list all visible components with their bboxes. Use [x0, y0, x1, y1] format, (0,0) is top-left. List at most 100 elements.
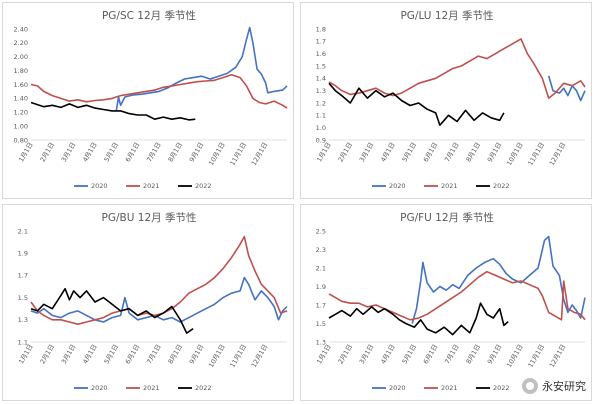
x-tick-label: 7月1日 — [145, 141, 163, 163]
x-tick-label: 4月1日 — [81, 141, 99, 163]
y-tick-label: 0.80 — [14, 136, 28, 144]
x-tick-label: 9月1日 — [188, 141, 206, 163]
x-tick-label: 9月1日 — [486, 343, 504, 365]
x-tick-label: 6月1日 — [124, 343, 142, 365]
series-line-2021 — [30, 235, 288, 325]
legend-label-2020: 2020 — [91, 384, 108, 392]
y-tick-label: 1.1 — [18, 338, 28, 346]
y-tick-label: 2.1 — [316, 264, 326, 272]
x-tick-label: 1月1日 — [315, 343, 333, 365]
x-tick-label: 11月1日 — [228, 343, 248, 369]
x-tick-label: 12月1日 — [548, 141, 568, 167]
y-tick-label: 2.20 — [14, 39, 28, 47]
y-tick-label: 1.3 — [316, 87, 326, 95]
legend-label-2021: 2021 — [441, 384, 458, 392]
x-tick-label: 3月1日 — [60, 343, 78, 365]
y-tick-label: 1.7 — [316, 301, 326, 309]
x-tick-label: 10月1日 — [207, 141, 227, 167]
y-tick-label: 1.5 — [316, 320, 326, 328]
legend-label-2022: 2022 — [195, 182, 212, 190]
y-tick-label: 1.6 — [316, 50, 326, 58]
x-tick-label: 3月1日 — [358, 141, 376, 163]
chart-pg-lu: PG/LU 12月 季节性 0.9 1.0 1.1 1.2 1.3 1.4 1.5 1.6 1.7… — [300, 2, 592, 199]
y-tick-label: 2.5 — [316, 227, 326, 235]
x-tick-label: 8月1日 — [166, 141, 184, 163]
y-tick-label: 0.9 — [316, 136, 326, 144]
y-tick-label: 2.3 — [316, 246, 326, 254]
x-tick-label: 8月1日 — [464, 343, 482, 365]
legend-label-2022: 2022 — [195, 384, 212, 392]
legend-label-2020: 2020 — [389, 182, 406, 190]
y-tick-label: 1.60 — [14, 81, 28, 89]
x-tick-label: 5月1日 — [400, 343, 418, 365]
chart-pg-sc: PG/SC 12月 季节性 0.80 1.00 1.20 1.40 1.60 1.80 2.0… — [2, 2, 294, 199]
legend-label-2021: 2021 — [143, 384, 160, 392]
y-tick-label: 2.00 — [14, 53, 28, 61]
series-line-2020 — [115, 26, 288, 112]
x-tick-label: 1月1日 — [17, 343, 35, 365]
series-line-2020 — [411, 235, 586, 324]
chart-svg: PG/BU 12月 季节性 1.1 1.3 1.5 1.7 1.9 2.1 1月1日 2月1日 3… — [17, 211, 288, 392]
x-tick-label: 1月1日 — [315, 141, 333, 163]
x-tick-label: 5月1日 — [102, 343, 120, 365]
x-tick-label: 8月1日 — [166, 343, 184, 365]
legend-label-2021: 2021 — [441, 182, 458, 190]
x-tick-label: 11月1日 — [526, 141, 546, 167]
y-tick-label: 1.40 — [14, 95, 28, 103]
y-tick-label: 1.8 — [316, 25, 326, 33]
chart-title: PG/FU 12月 季节性 — [400, 211, 494, 224]
series-line-2021 — [328, 270, 586, 321]
x-tick-label: 7月1日 — [145, 343, 163, 365]
y-tick-label: 1.9 — [316, 283, 326, 291]
x-tick-label: 11月1日 — [526, 343, 546, 369]
x-tick-label: 7月1日 — [443, 141, 461, 163]
wechat-icon — [522, 378, 538, 394]
x-tick-label: 10月1日 — [505, 141, 525, 167]
chart-title: PG/LU 12月 季节性 — [400, 9, 493, 22]
chart-svg: PG/LU 12月 季节性 0.9 1.0 1.1 1.2 1.3 1.4 1.5 1.6 1.7… — [315, 9, 586, 190]
x-tick-label: 5月1日 — [400, 141, 418, 163]
x-tick-label: 7月1日 — [443, 343, 461, 365]
x-tick-label: 3月1日 — [60, 141, 78, 163]
series-line-2022 — [328, 82, 505, 126]
x-tick-label: 2月1日 — [38, 343, 56, 365]
series-line-2020 — [547, 75, 586, 102]
chart-pg-fu: PG/FU 12月 季节性 1.3 1.5 1.7 1.9 2.1 2.3 2.5 1月1日 2月… — [300, 204, 592, 401]
y-tick-label: 1.9 — [18, 250, 28, 258]
chart-title: PG/SC 12月 季节性 — [102, 9, 196, 22]
legend-label-2022: 2022 — [493, 182, 510, 190]
x-tick-label: 2月1日 — [38, 141, 56, 163]
x-tick-label: 9月1日 — [486, 141, 504, 163]
x-tick-label: 12月1日 — [548, 343, 568, 369]
x-tick-label: 11月1日 — [228, 141, 248, 167]
y-tick-label: 1.5 — [18, 294, 28, 302]
y-tick-label: 1.20 — [14, 109, 28, 117]
x-tick-label: 6月1日 — [422, 343, 440, 365]
series-line-2022 — [328, 302, 509, 336]
y-tick-label: 1.7 — [316, 38, 326, 46]
x-tick-label: 5月1日 — [102, 141, 120, 163]
y-tick-label: 1.80 — [14, 67, 28, 75]
y-tick-label: 1.2 — [316, 99, 326, 107]
chart-title: PG/BU 12月 季节性 — [102, 211, 197, 224]
y-tick-label: 2.1 — [18, 227, 28, 235]
x-tick-label: 9月1日 — [188, 343, 206, 365]
x-tick-label: 2月1日 — [336, 343, 354, 365]
legend-label-2020: 2020 — [389, 384, 406, 392]
x-tick-label: 8月1日 — [464, 141, 482, 163]
x-tick-label: 4月1日 — [81, 343, 99, 365]
y-tick-label: 2.40 — [14, 25, 28, 33]
x-tick-label: 10月1日 — [207, 343, 227, 369]
x-tick-label: 10月1日 — [505, 343, 525, 369]
x-tick-label: 12月1日 — [250, 141, 270, 167]
x-tick-label: 4月1日 — [379, 141, 397, 163]
y-tick-label: 1.3 — [18, 316, 28, 324]
watermark-text: 永安研究 — [542, 380, 586, 393]
x-tick-label: 6月1日 — [124, 141, 142, 163]
y-tick-label: 1.7 — [18, 272, 28, 280]
x-tick-label: 6月1日 — [422, 141, 440, 163]
chart-pg-bu: PG/BU 12月 季节性 1.1 1.3 1.5 1.7 1.9 2.1 1月1日 2月1日 3… — [2, 204, 294, 401]
x-tick-label: 12月1日 — [250, 343, 270, 369]
chart-svg: PG/FU 12月 季节性 1.3 1.5 1.7 1.9 2.1 2.3 2.5 1月1日 2月… — [315, 211, 586, 392]
